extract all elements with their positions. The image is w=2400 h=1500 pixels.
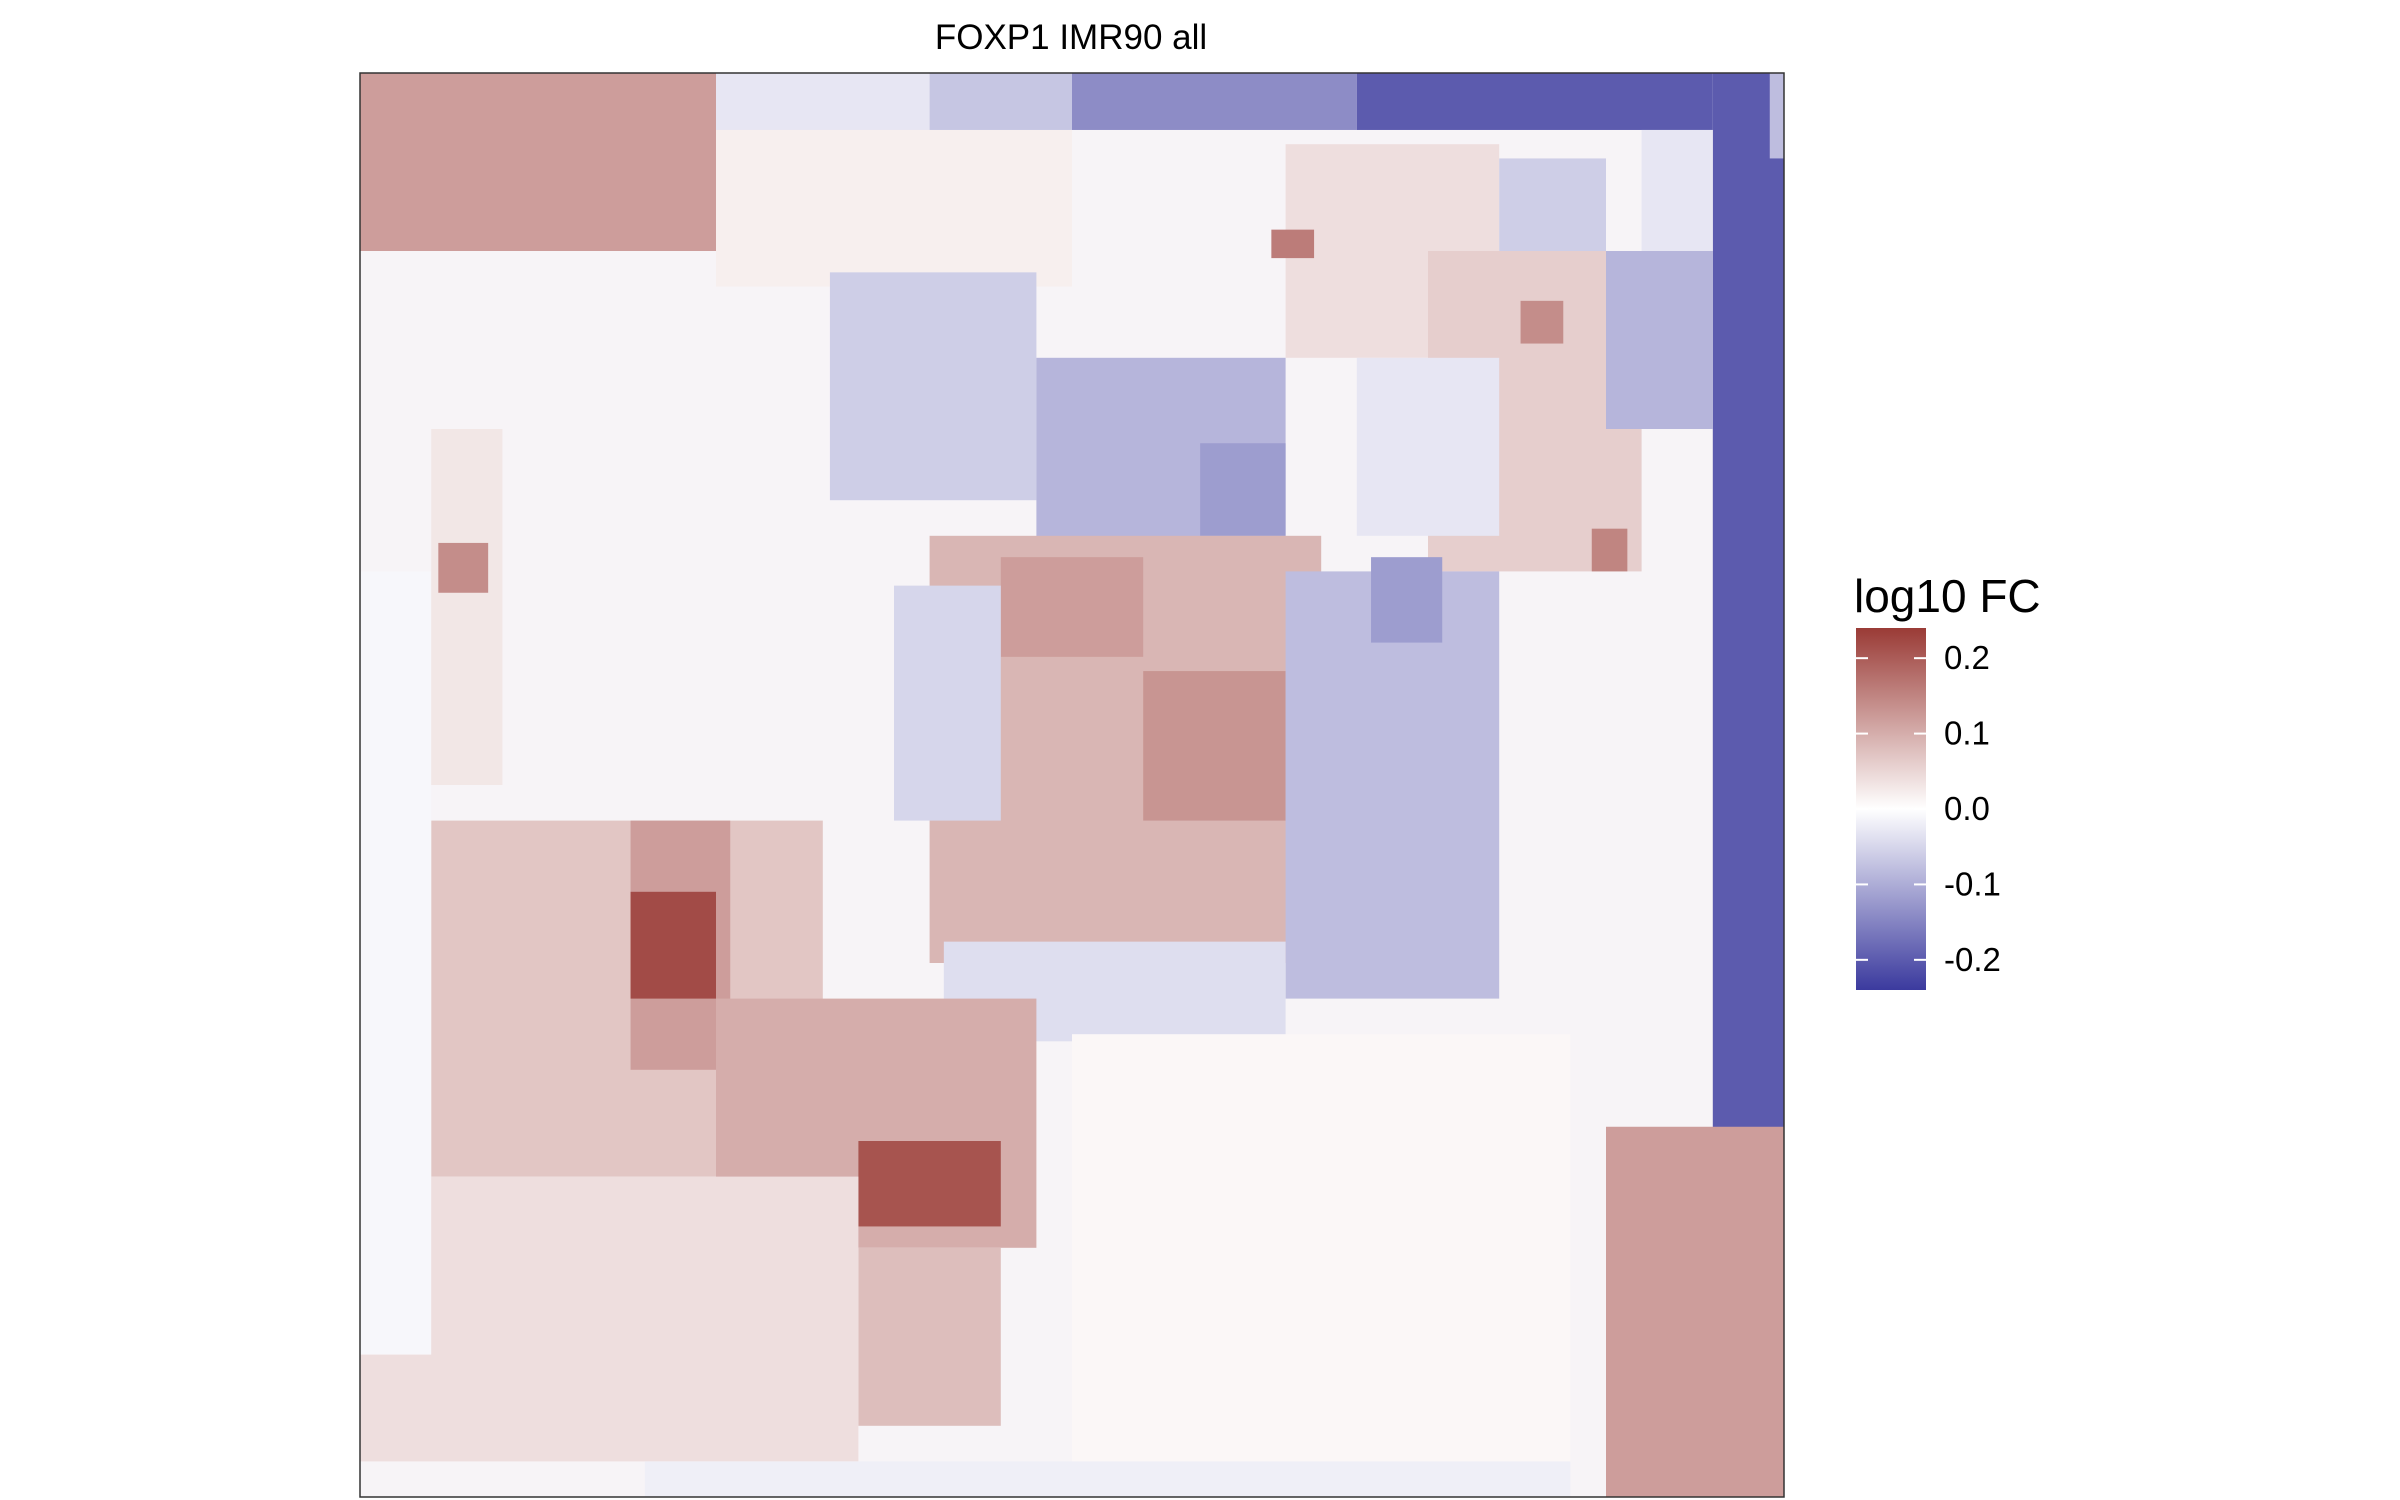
legend-tick-label: 0.1 <box>1944 715 1990 752</box>
heatmap-region <box>1371 557 1443 643</box>
legend-tick-label: -0.1 <box>1944 865 2001 902</box>
chart-title: FOXP1 IMR90 all <box>935 18 1207 57</box>
heatmap-region <box>360 571 432 1355</box>
heatmap-region <box>1271 229 1315 259</box>
heatmap-region <box>360 73 716 251</box>
heatmap-region <box>431 429 503 785</box>
legend-tick-label: -0.2 <box>1944 941 2001 978</box>
heatmap-region <box>929 73 1072 130</box>
heatmap-region <box>1520 300 1564 344</box>
legend-title: log10 FC <box>1854 570 2041 622</box>
heatmap-region <box>829 272 1037 501</box>
heatmap-region <box>1769 73 1784 159</box>
legend-tick-label: 0.0 <box>1944 790 1990 827</box>
heatmap-region <box>1285 571 1500 999</box>
legend-ticks: 0.2 0.1 0.0 -0.1 -0.2 <box>1856 639 2001 978</box>
legend-tick-label: 0.2 <box>1944 639 1990 676</box>
heatmap-region <box>360 1176 859 1462</box>
panel-border <box>359 72 1785 1498</box>
heatmap-region <box>1356 357 1500 536</box>
heatmap-region <box>1143 671 1286 821</box>
heatmap-region <box>1000 557 1144 657</box>
heatmap-region <box>1072 73 1357 130</box>
heatmap-region <box>1591 528 1628 572</box>
heatmap-region <box>716 73 930 130</box>
heatmap-region <box>858 1141 1001 1227</box>
heatmap-region <box>438 542 489 593</box>
heatmap-region <box>1606 1126 1784 1497</box>
heatmap-regions <box>360 73 1784 1497</box>
heatmap-region <box>630 891 716 999</box>
heatmap-region <box>644 1461 1571 1497</box>
heatmap-region <box>1499 158 1606 251</box>
heatmap-region <box>1641 129 1713 251</box>
heatmap-region <box>1356 73 1713 130</box>
heatmap-region <box>1606 251 1713 429</box>
heatmap-region <box>858 1247 1001 1426</box>
heatmap-region <box>1072 1034 1571 1462</box>
heatmap-region <box>1200 443 1286 536</box>
heatmap-region <box>894 585 1001 821</box>
